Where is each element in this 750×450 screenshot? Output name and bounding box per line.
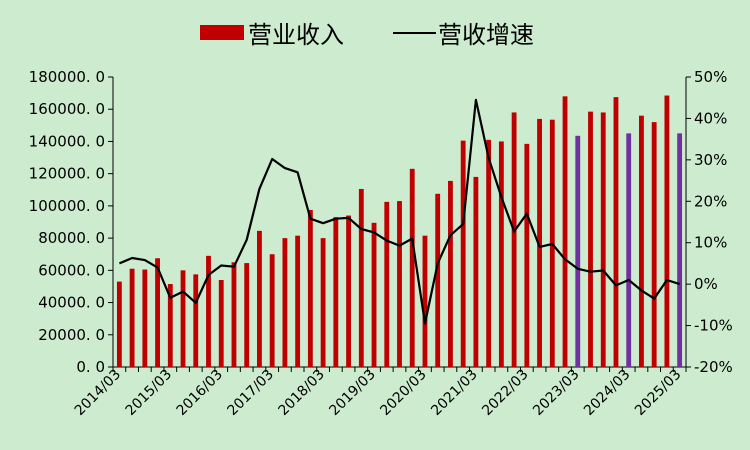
bar [473,176,479,367]
y-tick-label: 100000. 0 [29,197,105,215]
bar [320,238,326,367]
bar [651,122,657,367]
y-tick-label: 140000. 0 [29,132,105,150]
y-tick-label: 80000. 0 [38,229,105,247]
bar [639,115,644,368]
bar [626,133,632,367]
bar [448,180,453,367]
bar [486,139,492,367]
bar [384,201,390,367]
y-tick-label: 120000. 0 [29,165,105,183]
growth-line [118,98,680,325]
bar-series [116,95,683,368]
bar [116,281,122,367]
x-tick-label: 2018/03 [275,367,327,419]
bar [206,255,211,367]
bar [435,193,441,367]
bar [269,254,275,367]
y2-tick-label: 20% [694,192,727,210]
y2-tick-label: 30% [694,151,727,169]
bar [664,95,670,368]
x-tick-label: 2025/03 [632,367,684,419]
y-tick-label: 0. 0 [76,358,105,376]
bar [333,217,339,367]
bar [575,135,581,367]
bar [295,235,301,367]
bar [167,284,173,367]
y2-tick-label: 10% [694,234,727,252]
bar [371,222,377,367]
bar [155,258,160,367]
bar [244,263,250,367]
y-tick-label: 60000. 0 [38,261,105,279]
bar [498,141,504,367]
bar [677,133,683,367]
y-tick-label: 20000. 0 [38,326,105,344]
bar [129,268,135,367]
bar [562,96,568,367]
legend-line-label: 营收增速 [438,21,534,49]
y2-tick-label: 40% [694,109,727,127]
y2-tick-label: 0% [694,275,718,293]
x-tick-label: 2022/03 [479,367,531,419]
x-tick-label: 2015/03 [123,367,175,419]
bar [524,143,530,367]
bar [537,118,542,367]
bar [193,274,199,367]
y-tick-label: 160000. 0 [29,100,105,118]
bar [588,111,593,367]
bar [307,209,313,367]
bar [511,112,517,367]
x-tick-label: 2017/03 [225,367,277,419]
bar [422,235,428,367]
y2-tick-label: -20% [694,358,733,376]
x-tick-label: 2021/03 [428,367,480,419]
legend-bar-swatch [200,25,244,40]
y-tick-label: 40000. 0 [38,294,105,312]
bar [142,269,148,367]
legend-bar-label: 营业收入 [248,21,344,49]
y2-tick-label: 50% [694,68,727,86]
y-tick-label: 180000. 0 [29,68,105,86]
x-tick-label: 2019/03 [326,367,378,419]
bar [409,168,415,367]
bar [397,201,402,367]
line-series [118,98,680,325]
x-tick-label: 2020/03 [377,367,429,419]
bar [460,140,466,367]
legend: 营业收入 营收增速 [200,21,534,49]
bar [231,262,237,367]
bar [613,97,619,367]
bar [358,188,364,367]
bar [180,270,186,367]
bar [282,238,288,367]
bar [218,280,224,367]
x-tick-label: 2016/03 [174,367,226,419]
x-tick-label: 2024/03 [581,367,633,419]
bar [600,112,606,367]
bar [257,230,262,367]
y2-tick-label: -10% [694,317,733,335]
bar [346,215,351,367]
x-tick-label: 2023/03 [530,367,582,419]
